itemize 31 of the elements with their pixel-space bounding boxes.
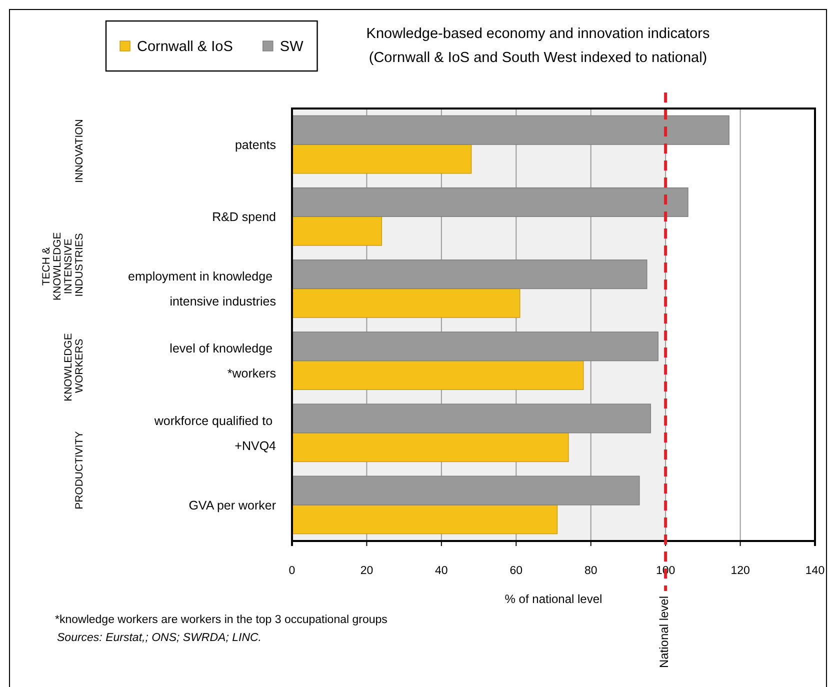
y-tick-label: workforce qualified to +NVQ4 [153, 414, 276, 453]
legend-label: Cornwall & IoS [137, 39, 233, 56]
x-tick-label: 40 [435, 565, 448, 578]
y-tick-label: GVA per worker [188, 498, 276, 512]
bar [292, 360, 584, 390]
bar [292, 216, 382, 246]
text: *knowledge workers are workers in the top 3 occupational groups [55, 614, 388, 626]
chart-title: Knowledge-based economy and innovation indicators [366, 26, 710, 42]
text: PRODUCTIVITY [74, 431, 86, 510]
x-axis-title: % of national level [504, 592, 602, 606]
x-tick-label: 60 [510, 565, 523, 578]
legend-label: SW [280, 39, 304, 56]
text: INNOVATION [74, 119, 86, 183]
y-tick-label: employment in knowledge intensive industries [128, 270, 276, 309]
y-tick-label: level of knowledge *workers [170, 342, 276, 381]
y-tick-label: patents [234, 138, 276, 152]
text: TECH & KNOWLEDGE INTENSIVE INDUSTRIES [40, 229, 86, 301]
x-tick-label: 140 [805, 565, 825, 578]
y-tick-label: R&D spend [212, 210, 276, 224]
x-tick-label: 120 [730, 565, 750, 578]
x-tick-label: 20 [360, 565, 374, 578]
bar [292, 432, 569, 462]
x-tick-label: 80 [584, 565, 598, 578]
bar [292, 144, 472, 174]
bar [292, 504, 558, 534]
x-tick-label: 0 [288, 565, 296, 578]
source-note: Sources: Eurstat,; ONS; SWRDA; LINC. [57, 632, 262, 644]
text: KNOWLEDGE WORKERS [62, 330, 86, 402]
ref-line-label: National level [656, 596, 671, 668]
chart-subtitle: (Cornwall & IoS and South West indexed to national) [368, 50, 708, 66]
bar [292, 288, 520, 318]
